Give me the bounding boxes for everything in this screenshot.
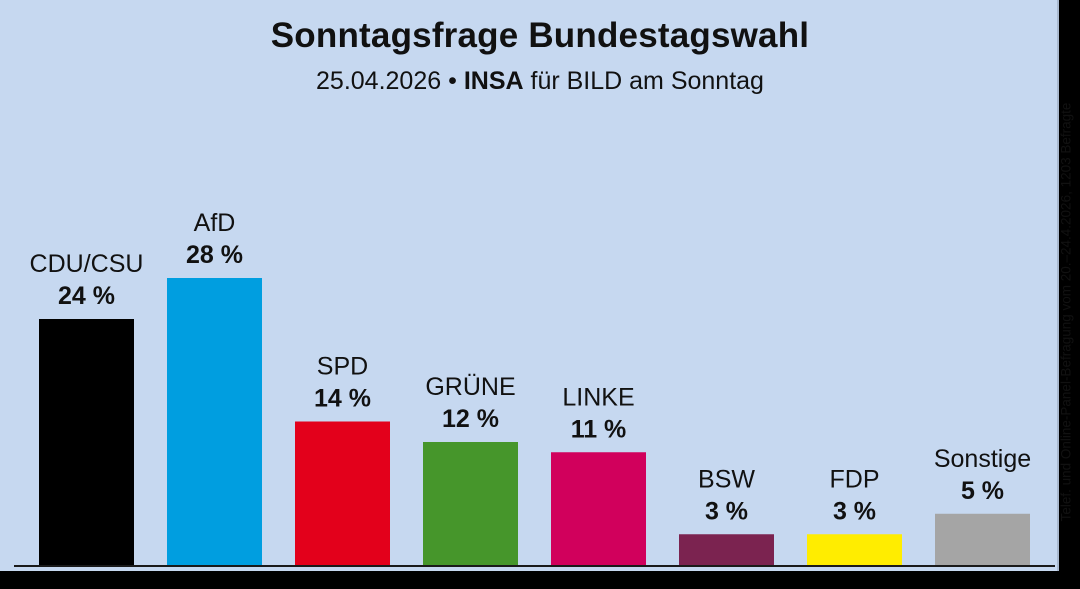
value-label-gruene: 12 %: [442, 405, 499, 433]
bars-layer: 24 % CDU/CSU 28 % AfD 14 % SPD 12 % GRÜNE 11 % LI…: [30, 209, 1031, 565]
value-label-linke: 11 %: [571, 415, 627, 443]
category-label-sonstige: Sonstige: [934, 445, 1031, 473]
chart-title: Sonntagsfrage Bundestagswahl: [270, 16, 810, 55]
category-label-linke: LINKE: [562, 383, 634, 411]
bar-spd: [295, 421, 390, 565]
category-label-fdp: FDP: [830, 465, 880, 493]
subtitle-separator: •: [448, 67, 457, 95]
value-label-spd: 14 %: [314, 385, 371, 413]
bar-sonstige: [935, 513, 1030, 565]
value-label-sonstige: 5 %: [961, 477, 1004, 505]
bar-fdp: [807, 534, 902, 565]
value-label-afd: 28 %: [186, 241, 243, 269]
bar-afd: [167, 278, 262, 565]
subtitle-client: für BILD am Sonntag: [530, 67, 764, 95]
subtitle-date: 25.04.2026: [316, 67, 442, 95]
category-label-spd: SPD: [317, 353, 368, 381]
category-label-gruene: GRÜNE: [425, 373, 515, 401]
value-label-bsw: 3 %: [705, 497, 748, 525]
subtitle-institute: INSA: [463, 67, 524, 95]
category-label-cdu-csu: CDU/CSU: [30, 250, 144, 278]
bar-cdu-csu: [39, 319, 134, 565]
bar-gruene: [423, 442, 518, 565]
bar-bsw: [679, 534, 774, 565]
category-label-afd: AfD: [194, 209, 236, 237]
chart-subtitle: 25.04.2026 • INSA für BILD am Sonntag: [0, 67, 1080, 96]
value-label-cdu-csu: 24 %: [58, 282, 115, 310]
bar-linke: [551, 452, 646, 565]
value-label-fdp: 3 %: [833, 497, 876, 525]
category-label-bsw: BSW: [698, 465, 755, 493]
